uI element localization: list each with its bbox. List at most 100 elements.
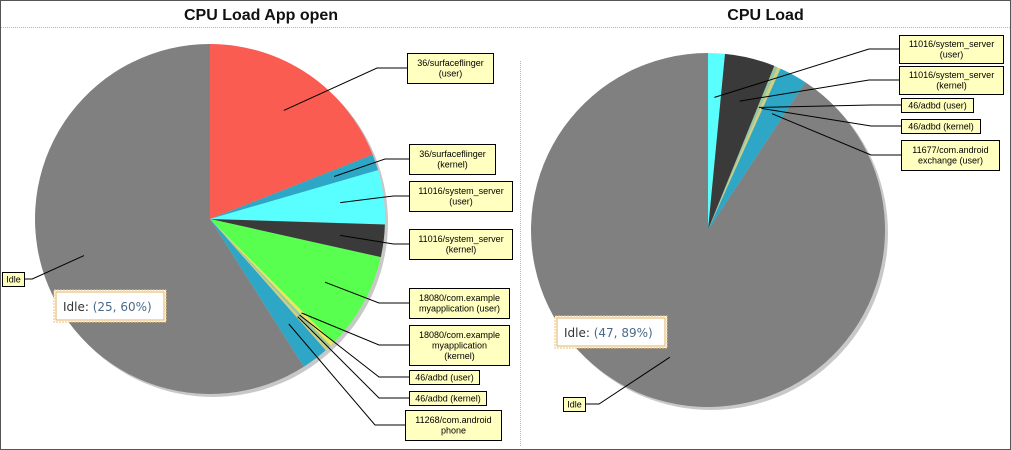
label-text: (kernel) (444, 351, 475, 361)
tooltip-text: Idle: (47, 89%) (564, 326, 653, 340)
tooltip-box (556, 317, 666, 347)
label-text: myapplication (432, 340, 487, 350)
pie-slice-11016-system-server-kernel (210, 219, 385, 258)
label-text: 46/adbd (kernel) (415, 393, 481, 403)
idle-tooltip: Idle: (47, 89%) (554, 315, 668, 349)
leader-line-18080-com-example-myapplication-user (324, 281, 409, 304)
label-box (409, 325, 510, 366)
label-box (409, 144, 496, 175)
leader-line-36-surfaceflinger-user (283, 67, 407, 111)
label-box (901, 119, 981, 134)
label-text: myapplication (user) (419, 304, 500, 314)
pie-chart-2: 11016/system_server(user)11016/system_se… (531, 35, 1004, 412)
label-box (409, 229, 513, 260)
label-box (409, 370, 480, 385)
pie-slice-11016-system-server-user (708, 53, 725, 230)
leader-line-idle (24, 255, 85, 280)
label-text: exchange (user) (918, 156, 983, 166)
tooltip-value: (47, 89%) (594, 326, 653, 340)
label-36-surfaceflinger-kernel: 36/surfaceflinger(kernel) (409, 144, 496, 175)
label-text: (kernel) (437, 160, 468, 170)
label-box (563, 397, 586, 412)
leader-line-11268-com-android-phone (288, 323, 405, 426)
pie-slice-11677-com-android-exchange-user (708, 68, 806, 230)
tooltip-value: (25, 60%) (93, 300, 152, 314)
leader-line-11016-system-server-user (714, 48, 899, 98)
label-box (409, 288, 510, 319)
label-text: 11268/com.android (415, 415, 491, 425)
pie-slice-11016-system-server-user (210, 170, 385, 225)
label-idle: Idle (2, 272, 25, 287)
leader-line-36-surfaceflinger-kernel (334, 158, 409, 177)
label-box (901, 98, 974, 113)
label-idle: Idle (563, 397, 586, 412)
label-text: Idle (567, 399, 582, 409)
title-divider (1, 27, 1010, 28)
label-text: 18080/com.example (419, 293, 500, 303)
tooltip-label: Idle: (564, 326, 594, 340)
idle-tooltip: Idle: (25, 60%) (53, 289, 167, 323)
label-text: 11016/system_server (909, 39, 994, 49)
leader-line-46-adbd-kernel (761, 107, 901, 127)
leader-line-46-adbd-user (758, 104, 901, 108)
chart-divider (520, 61, 521, 446)
label-box (405, 410, 502, 441)
label-text: 46/adbd (kernel) (908, 121, 974, 131)
leader-line-46-adbd-kernel (297, 316, 409, 399)
label-box (409, 391, 487, 406)
pie-slice-18080-com-example-myapplication-kernel (210, 219, 334, 346)
label-11016-system-server-kernel: 11016/system_server(kernel) (409, 229, 513, 260)
tooltip-box (55, 291, 165, 321)
leader-line-46-adbd-user (299, 314, 409, 378)
label-text: 36/surfaceflinger (417, 58, 484, 68)
label-box (899, 35, 1004, 64)
pie-slice-36-surfaceflinger-user (210, 44, 373, 219)
pie-slice-18080-com-example-myapplication-user (210, 219, 381, 343)
label-11016-system-server-user: 11016/system_server(user) (899, 35, 1004, 64)
tooltip-label: Idle: (63, 300, 93, 314)
pie-slice-36-surfaceflinger-kernel (210, 154, 379, 219)
label-text: Idle (6, 274, 21, 284)
label-text: (user) (449, 197, 473, 207)
label-text: (user) (940, 50, 964, 60)
label-11016-system-server-kernel: 11016/system_server(kernel) (899, 66, 1004, 95)
label-text: 46/adbd (user) (908, 100, 967, 110)
tooltip-text: Idle: (25, 60%) (63, 300, 152, 314)
leader-line-11677-com-android-exchange-user (771, 113, 901, 156)
leader-line-18080-com-example-myapplication-kernel (301, 312, 409, 346)
label-46-adbd-kernel: 46/adbd (kernel) (901, 119, 981, 134)
label-text: 18080/com.example (419, 330, 500, 340)
label-box (2, 272, 25, 287)
leader-line-idle (585, 356, 671, 405)
pie-slice-11268-com-android-phone (210, 219, 326, 367)
label-text: phone (441, 426, 466, 436)
label-box (407, 53, 494, 84)
label-text: 11016/system_server (418, 234, 503, 244)
label-11016-system-server-user: 11016/system_server(user) (409, 181, 513, 212)
label-text: 11016/system_server (418, 186, 503, 196)
label-box (899, 66, 1004, 95)
label-text: 11677/com.android (912, 145, 988, 155)
leader-line-11016-system-server-kernel (340, 234, 409, 245)
label-46-adbd-user: 46/adbd (user) (901, 98, 974, 113)
label-46-adbd-kernel: 46/adbd (kernel) (409, 391, 487, 406)
leader-line-11016-system-server-user (340, 195, 409, 204)
chart-title-right: CPU Load (727, 7, 804, 24)
leader-line-11016-system-server-kernel (739, 79, 899, 102)
label-text: 36/surfaceflinger (419, 149, 486, 159)
label-text: (kernel) (446, 245, 477, 255)
pie-chart-1: 36/surfaceflinger(user)36/surfaceflinger… (2, 44, 513, 441)
pie-slice-46-adbd-kernel (708, 67, 781, 231)
label-box (409, 181, 513, 212)
label-box (901, 140, 1000, 171)
label-46-adbd-user: 46/adbd (user) (409, 370, 480, 385)
label-text: (kernel) (936, 81, 967, 91)
chart-title-left: CPU Load App open (183, 7, 339, 24)
label-text: (user) (439, 69, 463, 79)
label-text: 11016/system_server (909, 70, 994, 80)
